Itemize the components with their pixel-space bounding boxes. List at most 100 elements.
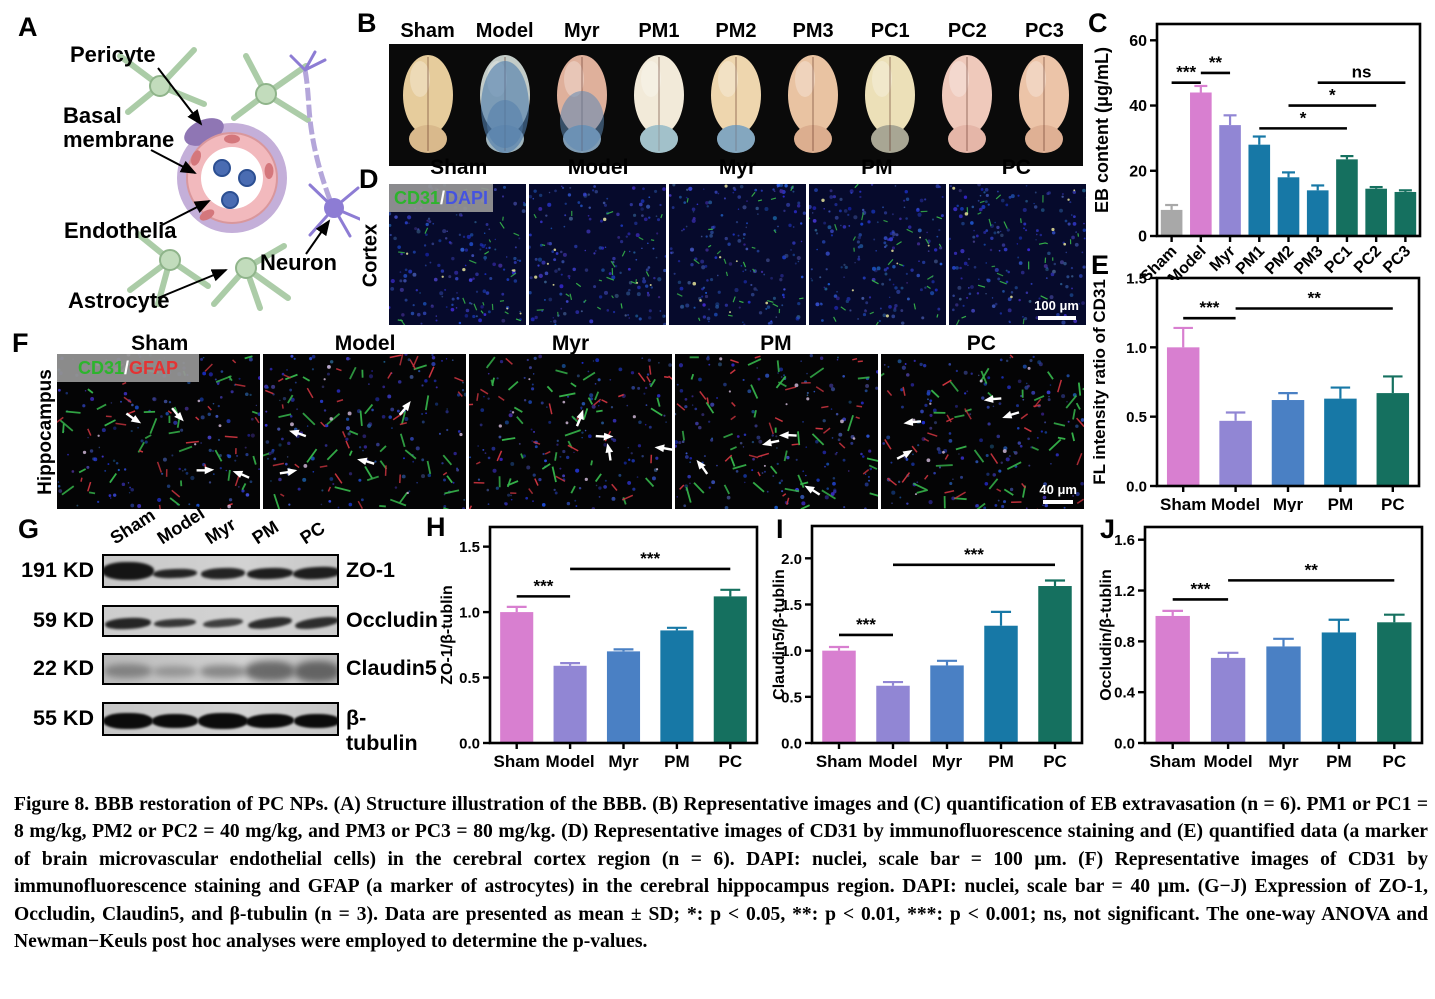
cortex-micrograph-pm: [806, 183, 946, 326]
scale-bar-line: [1037, 316, 1076, 320]
bar-myr: [1219, 125, 1241, 236]
panel-a-bbb-illustration: Pericyte Basal membrane Endothelia Astro…: [8, 8, 364, 326]
brain-photo-sham: [402, 55, 453, 153]
x-category-label: Sham: [494, 752, 540, 771]
y-tick-label: 0.5: [1126, 409, 1147, 426]
bar-sham: [500, 612, 534, 743]
panel-d-cortex: Sham Model Myr PM PC Cortex CD31/DAPI 100 μm: [355, 150, 1090, 328]
pointer-arrow: [778, 431, 797, 440]
y-tick-label: 0.5: [781, 689, 802, 706]
significance-label: ns: [1352, 63, 1372, 82]
brain-group-label: Myr: [563, 20, 600, 42]
protein-band: [152, 567, 198, 579]
bar-myr: [606, 651, 641, 743]
significance-label: ***: [964, 545, 984, 564]
label-endothelia: Endothelia: [64, 218, 177, 243]
protein-band: [293, 565, 337, 581]
bar-pc3: [1394, 191, 1417, 236]
neuron-drawing: [289, 50, 364, 238]
panel-letter-h: H: [426, 512, 446, 542]
bar-sham: [1155, 615, 1190, 743]
bbb-structure-drawing: Pericyte Basal membrane Endothelia Astro…: [63, 42, 364, 313]
x-category-label: Myr: [1273, 495, 1304, 512]
y-tick-label: 20: [1129, 163, 1147, 180]
pointer-arrow: [595, 432, 614, 441]
occludin-chart: 0.0 0.4 0.8 1.2 1.6 Sham Model Myr PM PC Occludin/…: [1098, 525, 1424, 771]
brain-photo-model: [479, 55, 530, 153]
x-category-label: Myr: [1268, 752, 1299, 771]
blot-protein-label: ZO-1: [346, 558, 395, 582]
stain-label: CD31/GFAP: [57, 354, 199, 382]
y-tick-label: 1.0: [781, 643, 802, 660]
blot-strip-claudin5: [102, 653, 339, 685]
scale-bar: 100 μm: [1034, 298, 1079, 320]
annotation-arrows: [150, 67, 331, 299]
hippocampus-micrograph-myr: [462, 354, 678, 516]
bar-pc: [1377, 622, 1412, 743]
pointer-arrow: [1002, 410, 1020, 419]
cortex-column-label: Myr: [718, 156, 757, 179]
panel-letter-g: G: [18, 514, 40, 544]
brain-group-label: PC2: [947, 20, 987, 42]
label-membrane: membrane: [63, 127, 174, 152]
panel-h-chart: 0.0 0.5 1.0 1.5 Sham Model Myr PM PC ZO-1/β-tubli…: [420, 510, 782, 778]
y-tick-label: 0.0: [781, 736, 802, 753]
bar-pc2: [1365, 188, 1387, 236]
y-tick-label: 1.5: [459, 539, 480, 556]
panel-b-brains: Sham Model Myr PM1 PM2 PM3 PC1 PC2 PC3: [355, 8, 1085, 168]
significance-label: **: [1209, 53, 1223, 72]
stain-label-slash: /: [440, 188, 446, 208]
bar-myr: [930, 665, 964, 743]
bar-model: [1219, 420, 1252, 486]
blot-lane-label: PC: [296, 517, 329, 549]
blot-protein-label: Claudin5: [346, 656, 437, 680]
y-tick-label: 0.4: [1114, 685, 1136, 702]
pointer-arrow: [983, 395, 1002, 403]
protein-band: [294, 660, 337, 682]
pointer-arrow: [196, 466, 215, 475]
protein-band: [246, 566, 294, 580]
x-category-label: Model: [546, 752, 595, 771]
brain-photo-pm3: [788, 55, 839, 153]
cortex-column-label: Sham: [430, 156, 488, 179]
label-basal: Basal: [63, 103, 122, 128]
y-tick-label: 2.0: [781, 551, 802, 568]
brain-photo-pc1: [865, 55, 916, 153]
panel-letter-a: A: [18, 12, 38, 42]
cortex-region-label: Cortex: [359, 223, 382, 288]
pointer-arrow: [279, 468, 298, 476]
brain-group-label: PM1: [638, 20, 680, 42]
brain-photo-pm2: [710, 55, 761, 153]
significance-label: ***: [1176, 63, 1196, 82]
bar-pc1: [1336, 159, 1358, 236]
claudin5-chart: 0.0 0.5 1.0 1.5 2.0 Sham Model Myr PM PC Claudin5/…: [771, 524, 1084, 771]
x-category-label: Model: [1211, 495, 1260, 512]
blot-lane-label: Sham: [106, 504, 159, 549]
blot-protein-label: β-tubulin: [346, 706, 418, 755]
y-tick-label: 40: [1129, 98, 1147, 115]
astrocyte-bodies: [149, 75, 277, 279]
y-axis-label: Occludin/β-tublin: [1098, 569, 1115, 701]
bar-model: [1210, 657, 1246, 743]
stain-label: CD31/DAPI: [389, 184, 493, 212]
panel-i-chart: 0.0 0.5 1.0 1.5 2.0 Sham Model Myr PM PC Claudin5/…: [760, 510, 1095, 778]
y-tick-label: 1.2: [1114, 583, 1135, 600]
protein-band: [153, 617, 197, 629]
bar-pc: [713, 596, 747, 743]
protein-band: [152, 714, 199, 728]
bar-pc: [1038, 586, 1072, 743]
bar-pm: [984, 625, 1018, 743]
x-category-label: Sham: [816, 752, 862, 771]
bar-pm: [1324, 398, 1357, 486]
blot-lane-label: PM: [248, 516, 283, 549]
pointer-arrow: [171, 407, 184, 422]
cortex-column-label: Model: [567, 156, 629, 179]
brain-group-label: PM3: [792, 20, 834, 42]
blot-strip-β-tubulin: [102, 702, 339, 736]
cortex-micrograph-sham: CD31/DAPI: [387, 183, 527, 326]
x-category-label: PC: [718, 752, 742, 771]
blot-kd-label: 59 KD: [33, 608, 94, 632]
scale-bar-label: 40 μm: [1039, 482, 1077, 497]
y-tick-label: 1.6: [1114, 532, 1135, 549]
